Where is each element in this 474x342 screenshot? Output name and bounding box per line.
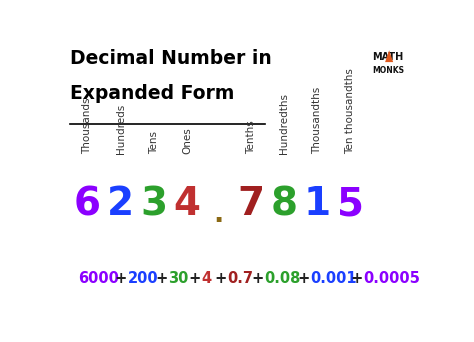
Text: +: + [292, 271, 315, 286]
Text: +: + [151, 271, 173, 286]
Text: Thousandths: Thousandths [312, 87, 322, 154]
Text: 8: 8 [271, 185, 298, 223]
Text: 2: 2 [107, 185, 134, 223]
Text: +: + [210, 271, 232, 286]
Text: Thousands: Thousands [82, 98, 92, 154]
Text: 0.001: 0.001 [310, 271, 356, 286]
Text: 30: 30 [169, 271, 189, 286]
Polygon shape [385, 50, 393, 62]
Text: 6000: 6000 [78, 271, 119, 286]
Text: +: + [184, 271, 207, 286]
Text: Expanded Form: Expanded Form [70, 84, 235, 104]
Text: 0.0005: 0.0005 [364, 271, 420, 286]
Text: +: + [247, 271, 269, 286]
Text: 4: 4 [201, 271, 212, 286]
Text: 0.7: 0.7 [227, 271, 253, 286]
Text: 6: 6 [73, 185, 100, 223]
Text: 4: 4 [173, 185, 201, 223]
Text: MONKS: MONKS [372, 66, 404, 75]
Text: Decimal Number in: Decimal Number in [70, 49, 272, 68]
Text: 5: 5 [337, 185, 364, 223]
Text: 200: 200 [128, 271, 158, 286]
Text: Hundredths: Hundredths [279, 93, 289, 154]
Text: .: . [213, 202, 223, 228]
Text: +: + [346, 271, 368, 286]
Text: 0.08: 0.08 [264, 271, 301, 286]
Text: 3: 3 [140, 185, 168, 223]
Text: +: + [110, 271, 133, 286]
Text: Hundreds: Hundreds [116, 104, 126, 154]
Text: Ten thousandths: Ten thousandths [345, 68, 355, 154]
Text: 7: 7 [237, 185, 264, 223]
Text: Tens: Tens [149, 131, 159, 154]
Text: MATH: MATH [373, 52, 404, 62]
Text: 1: 1 [303, 185, 331, 223]
Text: Tenths: Tenths [246, 120, 256, 154]
Text: Ones: Ones [182, 128, 192, 154]
